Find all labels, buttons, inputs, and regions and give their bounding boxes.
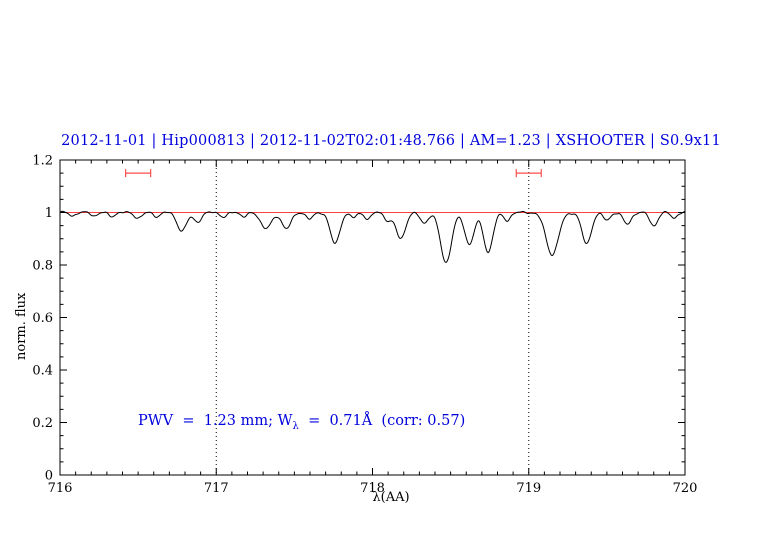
svg-text:719: 719 <box>516 481 541 496</box>
svg-text:1.2: 1.2 <box>32 154 53 169</box>
svg-text:1: 1 <box>45 206 53 221</box>
svg-text:717: 717 <box>204 481 229 496</box>
svg-text:0.2: 0.2 <box>32 416 53 431</box>
svg-text:0.4: 0.4 <box>32 364 53 379</box>
svg-text:0.6: 0.6 <box>32 311 53 326</box>
svg-text:720: 720 <box>673 481 698 496</box>
pwv-annotation: PWV = 1.23 mm; Wλ = 0.71Å (corr: 0.57) <box>138 413 465 432</box>
x-axis-label: λ(AA) <box>372 490 410 505</box>
svg-text:0.8: 0.8 <box>32 259 53 274</box>
pwv-annotation-prefix: PWV = 1.23 mm; W <box>138 413 293 429</box>
pwv-annotation-suffix: = 0.71Å (corr: 0.57) <box>298 413 466 429</box>
pwv-annotation-subscript: λ <box>292 420 299 432</box>
svg-text:718: 718 <box>360 481 385 496</box>
svg-text:0: 0 <box>45 469 53 484</box>
svg-text:716: 716 <box>48 481 73 496</box>
y-axis-label: norm. flux <box>14 292 29 360</box>
plot-title: 2012-11-01 | Hip000813 | 2012-11-02T02:0… <box>61 133 721 149</box>
